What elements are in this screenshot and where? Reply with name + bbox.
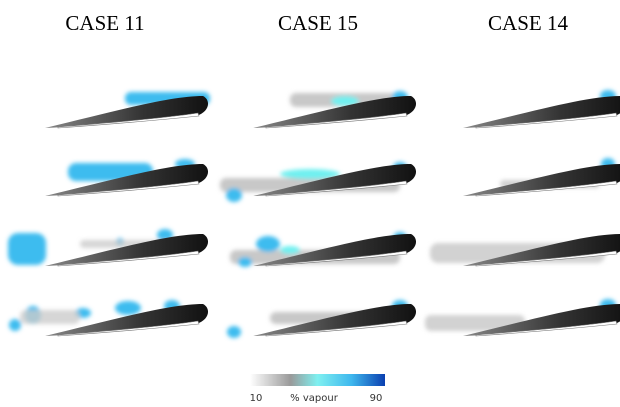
colorbar-min: 10 (250, 393, 263, 404)
figure: CASE 11 CASE 15 CASE 14 (0, 0, 620, 407)
colorbar-max: 90 (370, 393, 383, 404)
column-title: CASE 14 (488, 11, 568, 35)
column-title: CASE 11 (65, 11, 144, 35)
column-title: CASE 15 (278, 11, 358, 35)
hydrofoils (45, 96, 620, 336)
panel-grid (8, 90, 616, 338)
colorbar-label: % vapour (290, 393, 339, 404)
colorbar (250, 374, 385, 386)
